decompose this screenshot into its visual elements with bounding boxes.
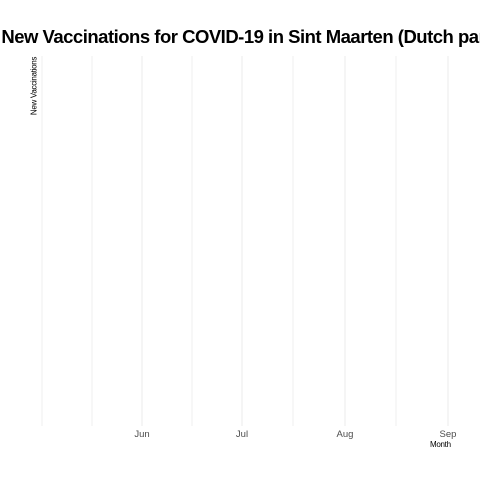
x-tick-label: Sep [440,429,457,440]
x-tick-label: Jun [134,429,149,440]
grid-lines [41,56,449,426]
x-tick-label: Jul [236,429,248,440]
chart-title: New Vaccinations for COVID-19 in Sint Ma… [1,26,480,47]
x-tick-label: Aug [337,429,354,440]
x-axis-label: Month [430,440,451,449]
x-tick-labels: Jun Jul Aug Sep [134,429,456,440]
